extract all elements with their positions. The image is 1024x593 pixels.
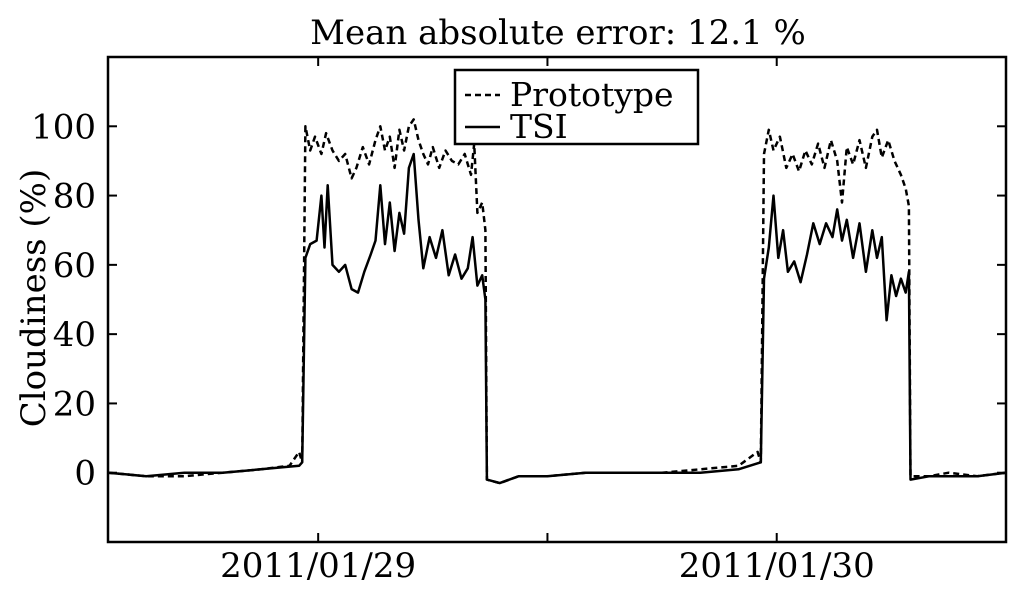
y-tick-label: 40 — [53, 315, 96, 355]
legend-prototype-label: Prototype — [510, 75, 674, 114]
legend-tsi-label: TSI — [510, 107, 568, 146]
legend-box — [453, 68, 700, 146]
chart-title: Mean absolute error: 12.1 % — [310, 13, 806, 53]
x-tick-label: 2011/01/30 — [679, 546, 875, 586]
y-axis-label: Cloudiness (%) — [14, 169, 54, 427]
x-tick-label: 2011/01/29 — [220, 546, 416, 586]
y-tick-label: 0 — [74, 454, 96, 494]
plot-frame — [106, 55, 1008, 544]
axes: 0 20 40 60 80 100 2011/01/29 2011/01/30 — [31, 55, 1008, 586]
series-line-prototype — [107, 118, 1007, 485]
legend: Prototype TSI — [453, 68, 700, 146]
y-tick-label: 100 — [31, 107, 96, 147]
series-line-tsi — [107, 152, 1007, 485]
y-tick-label: 60 — [53, 246, 96, 286]
y-tick-label: 80 — [53, 177, 96, 217]
y-tick-label: 20 — [53, 384, 96, 424]
plot-area — [107, 118, 1007, 485]
